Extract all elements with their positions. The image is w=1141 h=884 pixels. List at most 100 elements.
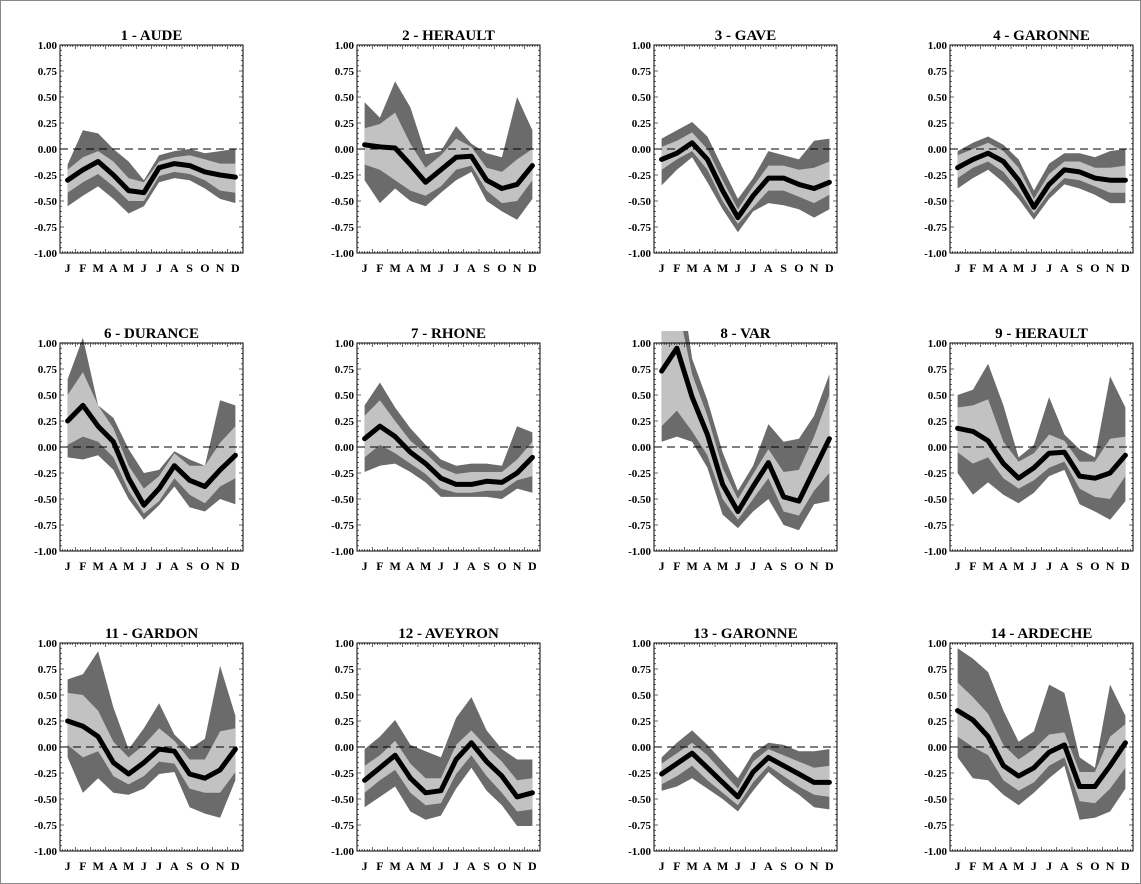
y-tick-label: -0.75: [34, 520, 57, 532]
x-tick-label: O: [200, 859, 209, 873]
x-tick-label: M: [420, 559, 431, 573]
panel-title: 14 - ARDECHE: [991, 626, 1093, 642]
y-tick-label: 0.75: [928, 664, 948, 676]
x-tick-label: J: [141, 559, 147, 573]
x-tick-label: N: [1106, 859, 1115, 873]
x-tick-label: M: [420, 261, 431, 275]
inner-band: [67, 692, 236, 793]
x-tick-label: A: [406, 261, 415, 275]
x-tick-label: J: [750, 559, 756, 573]
x-tick-label: S: [186, 559, 193, 573]
x-tick-label: J: [156, 261, 162, 275]
y-tick-label: -1.00: [628, 546, 651, 558]
y-tick-label: 1.00: [632, 338, 652, 350]
outer-band: [661, 730, 830, 812]
y-tick-label: 0.00: [38, 144, 58, 156]
y-tick-label: -0.25: [924, 468, 947, 480]
y-tick-label: 0.75: [38, 66, 58, 78]
x-tick-label: J: [1046, 559, 1052, 573]
x-tick-label: A: [406, 559, 415, 573]
inner-band: [661, 742, 830, 806]
x-tick-label: M: [982, 859, 993, 873]
x-tick-label: J: [1031, 261, 1037, 275]
x-tick-label: A: [999, 859, 1008, 873]
x-tick-label: A: [170, 859, 179, 873]
y-tick-label: -0.50: [924, 794, 947, 806]
y-tick-label: -0.50: [924, 196, 947, 208]
y-tick-label: 0.00: [632, 442, 652, 454]
y-tick-label: 1.00: [928, 638, 948, 650]
y-tick-label: -0.75: [34, 222, 57, 234]
x-tick-label: A: [764, 559, 773, 573]
x-tick-label: J: [156, 859, 162, 873]
x-tick-label: M: [123, 859, 134, 873]
median-line: [659, 750, 832, 800]
y-tick-label: 0.50: [632, 690, 652, 702]
x-tick-label: O: [1090, 261, 1099, 275]
y-tick-label: -0.50: [34, 794, 57, 806]
y-tick-label: 0.25: [335, 416, 355, 428]
x-tick-label: J: [362, 859, 368, 873]
x-tick-label: O: [497, 859, 506, 873]
x-tick-label: J: [362, 261, 368, 275]
x-tick-label: D: [528, 859, 537, 873]
y-tick-label: 0.25: [632, 716, 652, 728]
y-tick-label: 0.50: [38, 690, 58, 702]
y-tick-label: -0.25: [331, 468, 354, 480]
x-tick-label: J: [453, 559, 459, 573]
y-tick-label: -0.25: [628, 170, 651, 182]
x-tick-label: A: [109, 559, 118, 573]
inner-band: [957, 399, 1126, 499]
x-tick-label: M: [92, 859, 103, 873]
median-line: [362, 142, 535, 191]
x-tick-label: O: [794, 859, 803, 873]
panel-5: 1.00 0.75 0.50 0.25 0.00 -0.25 -0.50 -0.75 -1.00…: [34, 326, 244, 573]
x-tick-label: M: [1013, 859, 1024, 873]
x-tick-label: F: [376, 559, 383, 573]
y-tick-label: 0.25: [632, 416, 652, 428]
panel-1: 1.00 0.75 0.50 0.25 0.00 -0.25 -0.50 -0.75 -1.00…: [34, 28, 244, 275]
x-tick-label: D: [231, 559, 240, 573]
x-tick-label: A: [703, 261, 712, 275]
plot-area: [654, 122, 837, 233]
panel-2: 1.00 0.75 0.50 0.25 0.00 -0.25 -0.50 -0.75 -1.00…: [331, 28, 541, 275]
x-tick-label: J: [453, 859, 459, 873]
x-tick-label: N: [216, 559, 225, 573]
x-tick-label: D: [825, 859, 834, 873]
inner-band: [661, 331, 830, 520]
y-tick-label: 0.00: [928, 742, 948, 754]
y-tick-label: -0.50: [331, 494, 354, 506]
plot-area: [950, 363, 1133, 520]
x-tick-label: F: [969, 559, 976, 573]
plot-area: [357, 697, 540, 826]
x-tick-label: N: [1106, 559, 1115, 573]
x-tick-label: J: [1031, 859, 1037, 873]
y-tick-label: -0.50: [331, 196, 354, 208]
y-tick-label: 0.25: [38, 416, 58, 428]
y-tick-label: 0.50: [38, 390, 58, 402]
x-tick-label: J: [659, 859, 665, 873]
y-tick-label: -0.75: [924, 520, 947, 532]
x-tick-label: J: [438, 261, 444, 275]
y-tick-label: 0.75: [928, 66, 948, 78]
x-tick-label: M: [92, 261, 103, 275]
y-tick-label: 0.25: [38, 716, 58, 728]
panel-12: 1.00 0.75 0.50 0.25 0.00 -0.25 -0.50 -0.75 -1.00…: [924, 626, 1134, 873]
y-tick-label: 0.50: [928, 390, 948, 402]
y-tick-label: -0.25: [924, 768, 947, 780]
outer-band: [364, 697, 533, 826]
y-tick-label: 0.75: [928, 364, 948, 376]
plot-area: [654, 730, 837, 812]
panel-title: 9 - HERAULT: [995, 326, 1088, 342]
x-tick-label: F: [673, 559, 680, 573]
x-tick-label: A: [1060, 261, 1069, 275]
x-tick-label: M: [686, 859, 697, 873]
panel-3: 1.00 0.75 0.50 0.25 0.00 -0.25 -0.50 -0.75 -1.00…: [628, 28, 838, 275]
x-tick-label: S: [1076, 559, 1083, 573]
panel-title: 4 - GARONNE: [993, 28, 1090, 44]
x-tick-label: S: [1076, 859, 1083, 873]
y-tick-label: -0.50: [34, 494, 57, 506]
x-tick-label: O: [794, 559, 803, 573]
median-line: [659, 140, 832, 221]
y-tick-label: 0.00: [335, 742, 355, 754]
